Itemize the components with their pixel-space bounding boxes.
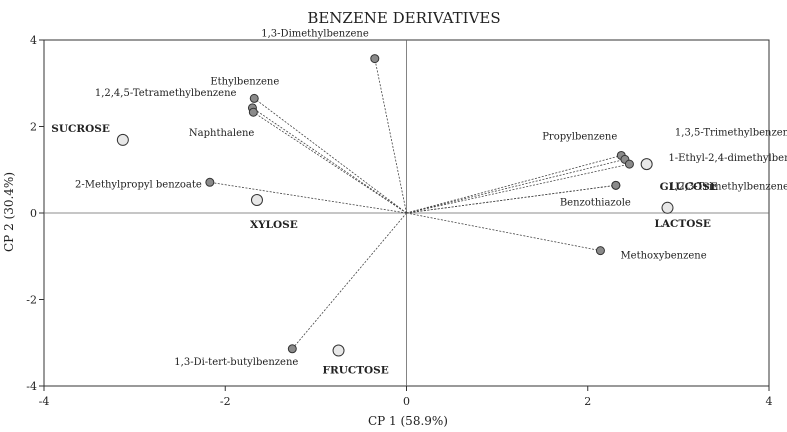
sample-point	[640, 158, 653, 171]
x-tick-label: 2	[584, 395, 591, 408]
x-tick-label: -2	[220, 395, 231, 408]
loading-line	[252, 107, 407, 214]
variable-point	[287, 344, 297, 354]
variable-label: Methoxybenzene	[620, 251, 706, 262]
point-labels: 1,3-Dimethylbenzene Ethylbenzene1,2,4,5-T…	[51, 29, 787, 377]
sample-point	[250, 194, 263, 207]
variable-label: Ethylbenzene	[210, 76, 279, 87]
sample-point	[661, 201, 674, 214]
loading-line	[406, 163, 630, 214]
x-tick-label: 0	[403, 395, 410, 408]
loading-line	[374, 58, 407, 214]
loading-line	[253, 111, 407, 214]
y-tick-label: 2	[30, 121, 37, 134]
variable-point	[624, 159, 634, 169]
variable-point	[205, 177, 215, 187]
y-tick-label: -4	[26, 380, 37, 393]
variable-label: 1,3,5-Trimethylbenzene	[675, 127, 787, 138]
sample-point	[116, 133, 129, 146]
loading-line	[254, 98, 407, 214]
variable-label: 2-Methylpropyl benzoate	[75, 179, 202, 190]
loading-vectors	[209, 58, 630, 350]
x-tick-label: 4	[766, 395, 773, 408]
loading-line	[406, 184, 616, 214]
sample-point	[332, 344, 345, 357]
variable-point	[248, 107, 258, 117]
sample-label: GLUCOSE	[660, 181, 718, 193]
loading-line	[209, 181, 407, 214]
variable-label: Naphthalene	[189, 128, 255, 139]
variable-label: 1,2,4,5-Tetramethylbenzene	[95, 88, 237, 99]
variable-label: 1,3-Di-tert-butylbenzene	[174, 357, 298, 368]
variable-label: 1-Ethyl-2,4-dimethylbenzene	[668, 153, 787, 164]
variable-label: Benzothiazole	[560, 197, 631, 208]
loading-line	[292, 212, 407, 350]
sample-label: FRUCTOSE	[323, 365, 389, 377]
loading-line	[406, 158, 626, 214]
sample-label: XYLOSE	[250, 219, 298, 231]
variable-point	[370, 54, 380, 64]
variable-label: 1,3-Dimethylbenzene	[261, 29, 369, 40]
axis-ticks: -4 -2 0 2 4 -4 -2 0 2 4	[26, 34, 772, 408]
variable-point	[249, 93, 259, 103]
variable-point	[595, 246, 605, 256]
sample-label: LACTOSE	[655, 218, 711, 230]
x-tick-label: -4	[39, 395, 50, 408]
y-tick-label: -2	[26, 294, 37, 307]
variable-label: 1,2,3-Trimethylbenzene	[669, 181, 787, 192]
sample-label: SUCROSE	[51, 123, 110, 135]
data-points	[116, 54, 674, 357]
variable-label: Propylbenzene	[542, 131, 617, 142]
y-axis-title: CP 2 (30.4%)	[2, 172, 16, 252]
x-axis-title: CP 1 (58.9%)	[368, 414, 448, 428]
y-tick-label: 0	[30, 207, 37, 220]
y-tick-label: 4	[30, 34, 37, 47]
chart-title: BENZENE DERIVATIVES	[307, 9, 500, 27]
variable-point	[611, 180, 621, 190]
loading-line	[406, 212, 601, 252]
